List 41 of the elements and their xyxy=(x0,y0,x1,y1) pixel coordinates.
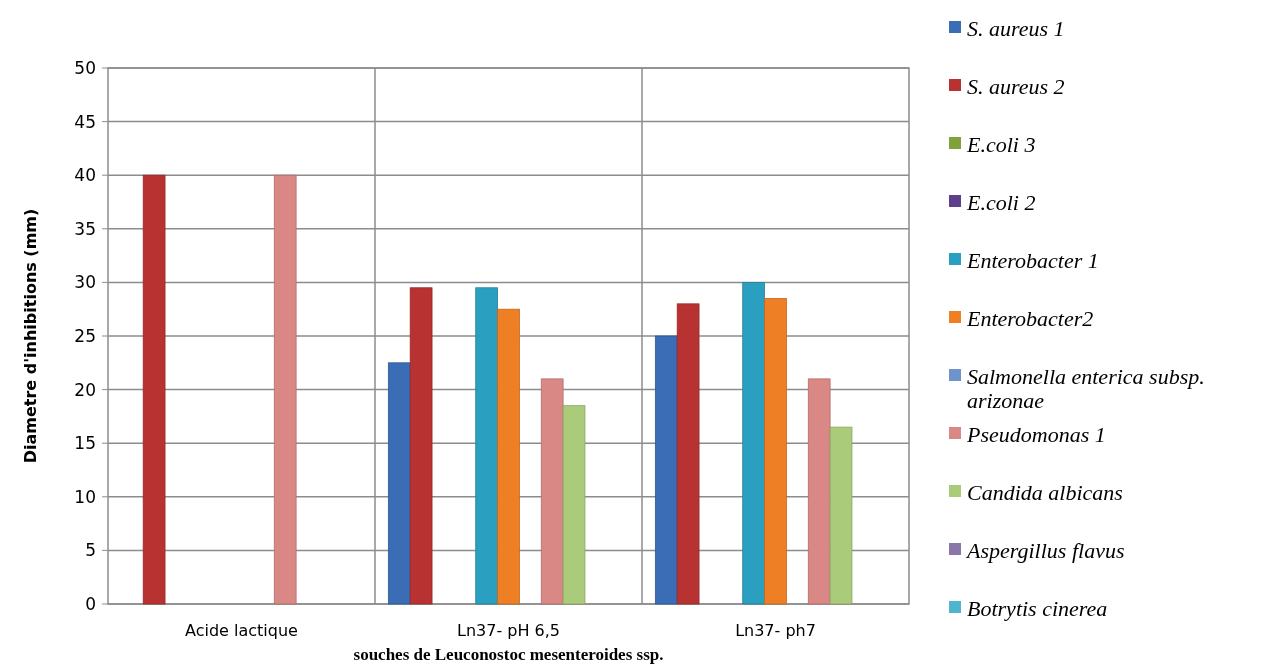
y-axis-title: Diametre d'inhibitions (mm) xyxy=(21,208,40,464)
legend-label: Salmonella enterica subsp. arizonae xyxy=(967,363,1205,413)
y-tick-label: 30 xyxy=(74,272,96,293)
bar xyxy=(497,308,520,605)
y-tick-label: 50 xyxy=(74,57,96,78)
legend-label: E.coli 3 xyxy=(966,131,1036,157)
x-tick-label: Ln37- pH 6,5 xyxy=(457,621,560,640)
x-tick-label: Acide lactique xyxy=(185,621,298,640)
y-tick-label: 25 xyxy=(74,325,96,346)
x-axis-title: souches de Leuconostoc mesenteroides ssp. xyxy=(353,645,664,664)
y-tick-label: 5 xyxy=(85,540,96,561)
y-tick-label: 35 xyxy=(74,218,96,239)
y-tick-label: 10 xyxy=(74,486,96,507)
bar xyxy=(676,303,700,605)
bar xyxy=(409,287,433,605)
legend-label: E.coli 2 xyxy=(966,189,1036,215)
bar xyxy=(475,287,498,605)
legend-label: Enterobacter2 xyxy=(966,305,1094,331)
y-tick-label: 45 xyxy=(74,111,96,132)
bar xyxy=(540,378,564,605)
y-tick-label: 20 xyxy=(74,379,96,400)
bar xyxy=(764,298,787,605)
bar xyxy=(654,335,678,605)
y-tick-label: 40 xyxy=(74,165,96,186)
bar xyxy=(807,378,831,605)
bar xyxy=(562,405,586,605)
legend-label: Botrytis cinerea xyxy=(967,595,1108,621)
bar xyxy=(273,174,297,605)
legend-label: Pseudomonas 1 xyxy=(966,421,1106,447)
bar xyxy=(387,362,411,605)
legend-label: S. aureus 1 xyxy=(967,15,1065,41)
legend-label: Candida albicans xyxy=(967,479,1123,505)
legend-label: Enterobacter 1 xyxy=(966,247,1099,273)
x-tick-label: Ln37- ph7 xyxy=(735,621,816,640)
bar xyxy=(142,174,166,605)
legend-label: S. aureus 2 xyxy=(967,73,1065,99)
legend-label: Aspergillus flavus xyxy=(965,537,1125,563)
bar xyxy=(829,426,853,605)
y-tick-label: 15 xyxy=(74,433,96,454)
y-tick-label: 0 xyxy=(85,593,96,614)
bar xyxy=(742,282,765,605)
